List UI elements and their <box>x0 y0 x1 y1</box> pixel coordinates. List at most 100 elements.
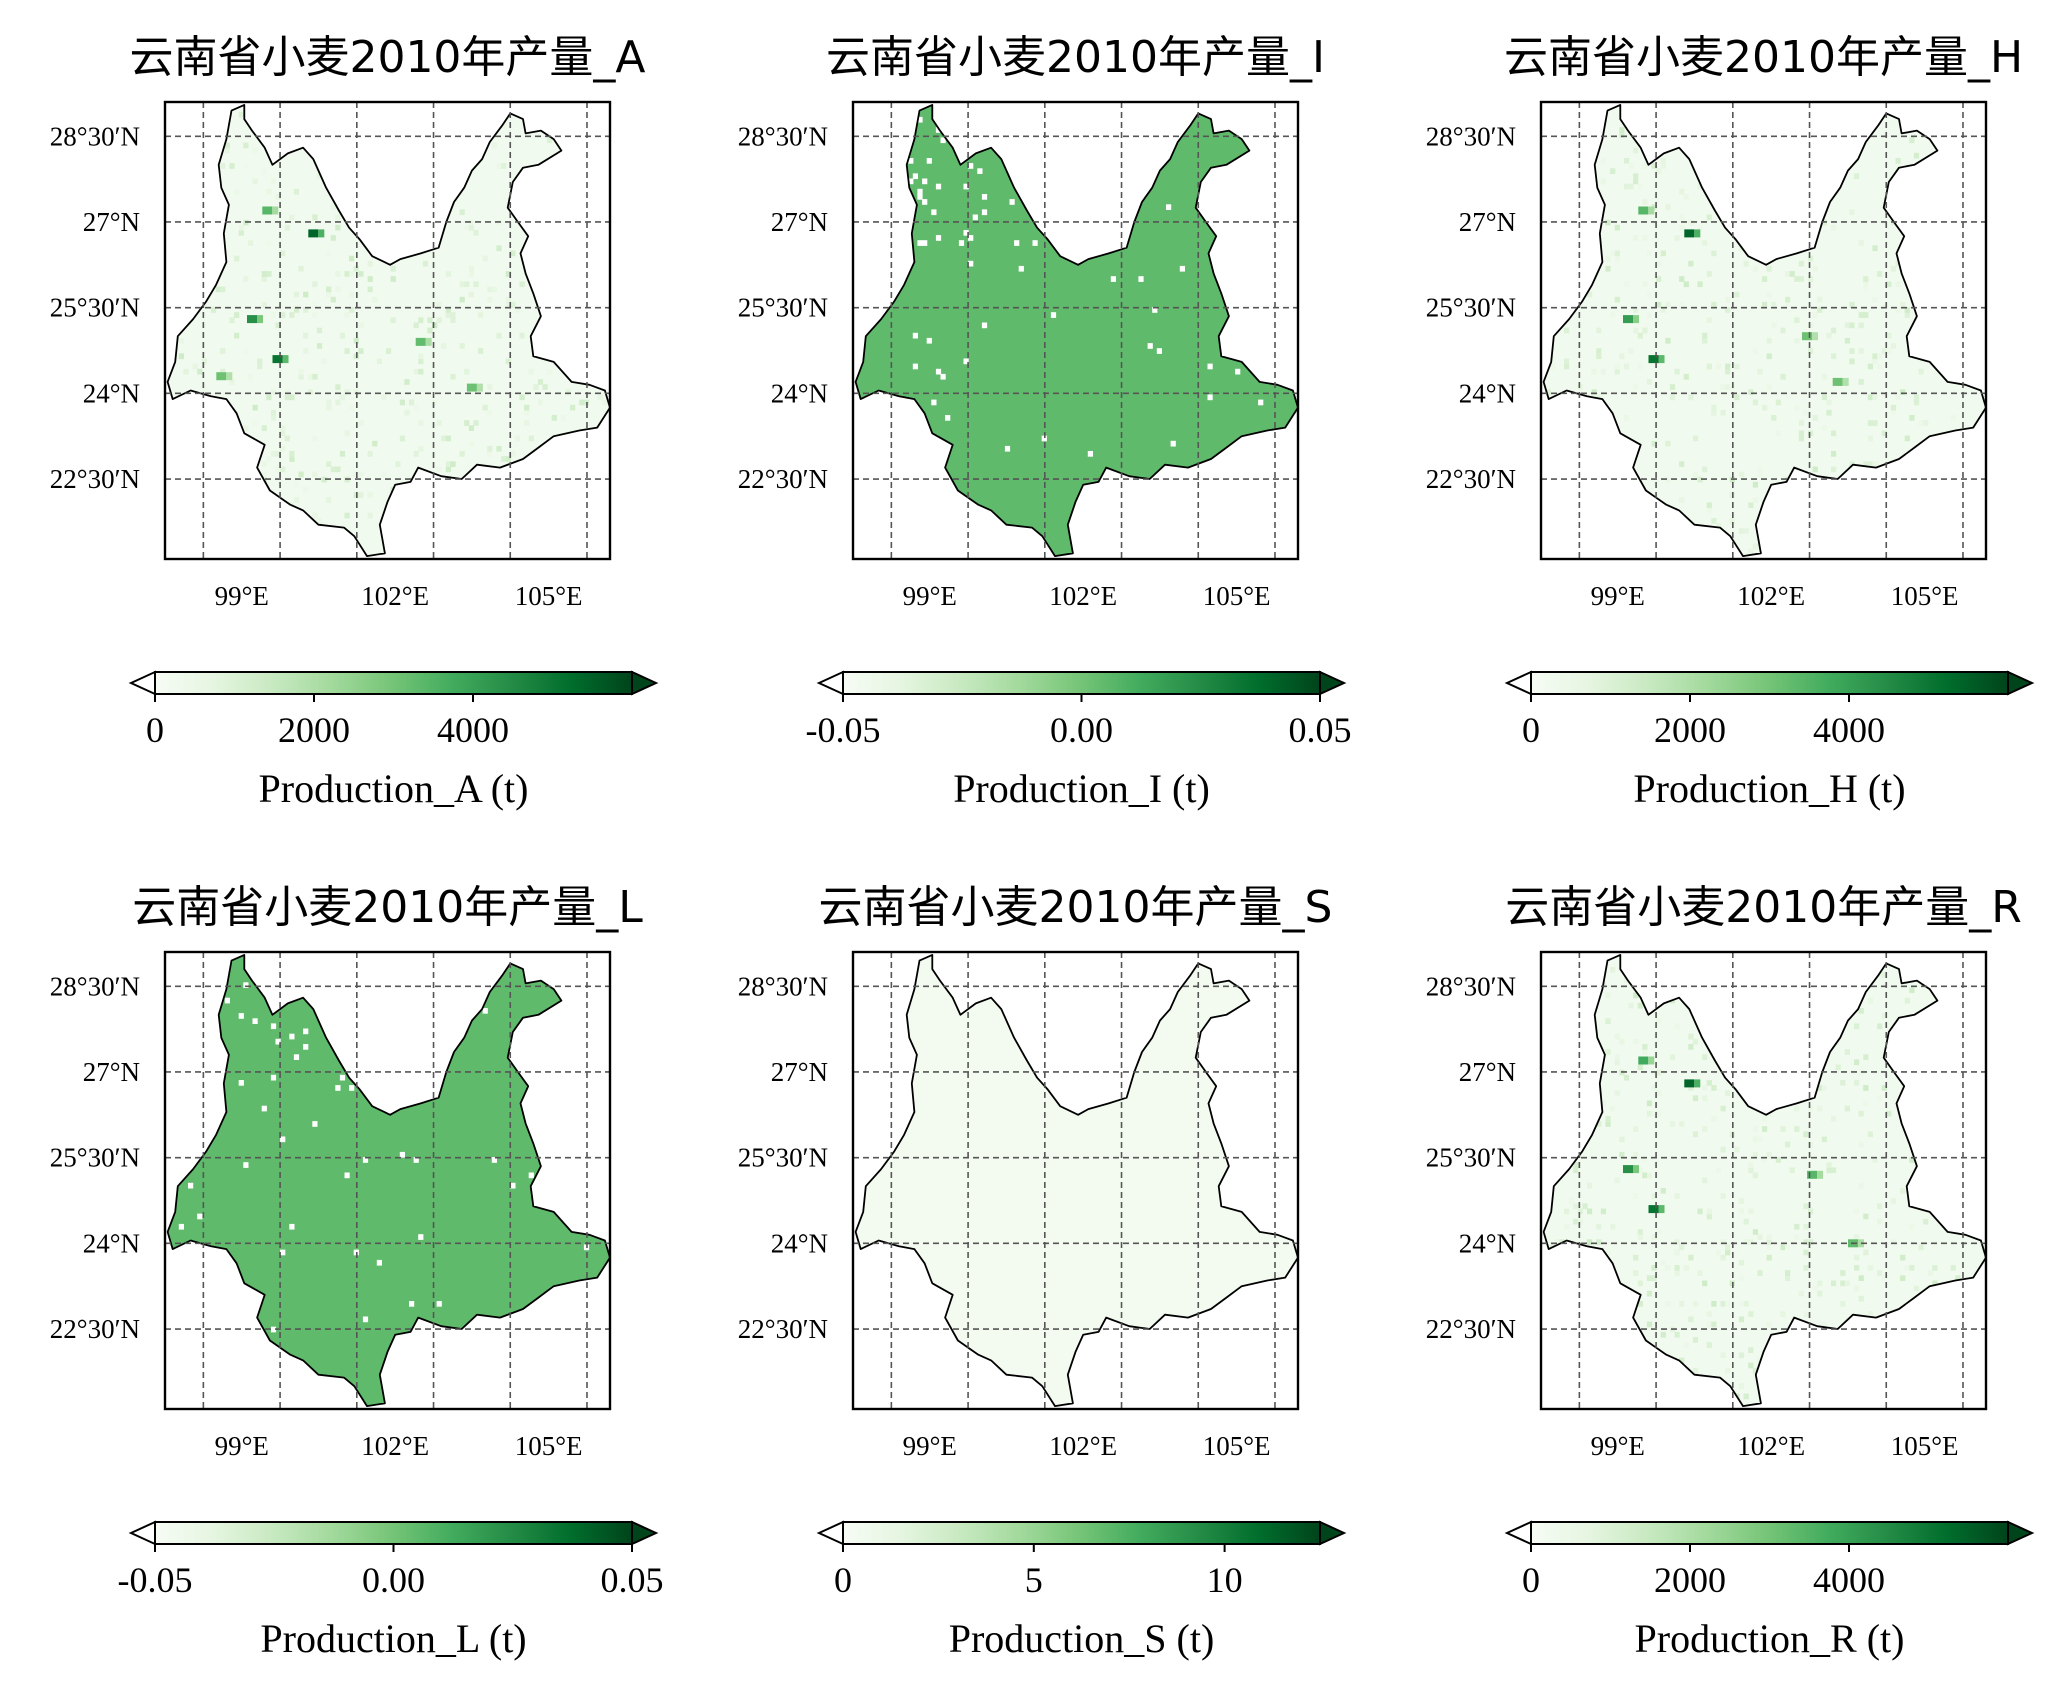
axes-frame <box>1539 100 1988 561</box>
raster-cell <box>335 286 341 293</box>
raster-cell <box>1660 1187 1666 1194</box>
raster-cell <box>1757 466 1763 473</box>
raster-cell <box>349 307 355 313</box>
raster-cell <box>1738 528 1745 534</box>
raster-cell <box>1877 353 1883 360</box>
raster-cell <box>459 451 465 457</box>
raster-cell <box>1867 1311 1873 1317</box>
production-hotspot <box>466 383 477 392</box>
raster-cell <box>1950 1265 1956 1271</box>
raster-cell <box>224 997 230 1004</box>
raster-cell <box>935 235 942 241</box>
raster-cell <box>1775 1157 1781 1163</box>
lon-tick-label: 102°E <box>1737 581 1805 611</box>
raster-cell <box>312 471 318 478</box>
raster-cell <box>1628 163 1634 169</box>
raster-cell <box>1702 332 1708 339</box>
raster-cell <box>1646 1100 1653 1107</box>
raster-cell <box>381 394 387 401</box>
raster-cell <box>1166 204 1172 210</box>
colorbar-min-extend <box>128 670 156 696</box>
raster-cell <box>243 425 249 431</box>
raster-cell <box>441 343 447 349</box>
raster-cell <box>275 1038 281 1045</box>
raster-cell <box>220 368 226 375</box>
raster-cell <box>510 1182 516 1189</box>
raster-cell <box>1720 1352 1726 1359</box>
production-hotspot <box>257 315 263 324</box>
raster-cell <box>316 173 323 180</box>
raster-cell <box>1844 322 1850 329</box>
colorbar-tick-label: -0.05 <box>806 710 881 750</box>
raster-cell <box>1821 394 1827 401</box>
raster-cell <box>1596 327 1602 334</box>
raster-cell <box>968 163 974 169</box>
raster-cell <box>1766 353 1772 360</box>
raster-cell <box>183 368 189 375</box>
raster-cell <box>266 188 272 195</box>
production-hotspot <box>308 229 319 238</box>
raster-cell <box>917 194 923 200</box>
raster-cell <box>473 420 479 426</box>
raster-cell <box>1637 1234 1643 1240</box>
map-panel-s: 云南省小麦2010年产量_S 99°E 102°E 105°E 28°30′N 27°N 2… <box>738 882 1347 1661</box>
raster-cell <box>1808 1208 1814 1215</box>
raster-cell <box>981 194 988 200</box>
raster-cell <box>547 137 553 144</box>
raster-cell <box>330 296 336 303</box>
raster-cell <box>1738 1259 1745 1266</box>
raster-cell <box>1614 250 1620 257</box>
raster-cell <box>1706 363 1712 370</box>
lat-tick-label: 22°30′N <box>50 1314 140 1344</box>
raster-cell <box>1812 312 1818 318</box>
raster-cell <box>1711 1301 1717 1307</box>
raster-cell <box>339 1074 346 1081</box>
raster-cell <box>935 183 942 190</box>
colorbar-gradient <box>842 671 1321 695</box>
raster-cell <box>1748 1311 1754 1317</box>
raster-cell <box>473 281 479 288</box>
raster-cell <box>1665 204 1671 210</box>
raster-cell <box>418 1234 424 1240</box>
raster-cell <box>1794 1105 1800 1112</box>
raster-cell <box>1614 1059 1620 1066</box>
raster-cell <box>1858 1110 1864 1117</box>
raster-cell <box>468 425 474 431</box>
raster-cell <box>1785 1270 1791 1276</box>
raster-cell <box>1711 301 1717 308</box>
raster-cell <box>1734 394 1740 401</box>
lon-tick-label: 102°E <box>361 1431 429 1461</box>
raster-cell <box>926 337 932 344</box>
raster-cell <box>1757 1234 1763 1240</box>
raster-cell <box>1849 358 1855 365</box>
raster-cell <box>468 271 474 277</box>
raster-cell <box>1669 1121 1676 1127</box>
raster-cell <box>1628 183 1634 190</box>
production-hotspot <box>1648 206 1655 215</box>
raster-cell <box>358 322 364 329</box>
raster-cell <box>1895 281 1901 288</box>
raster-cell <box>1637 1167 1643 1174</box>
raster-cell <box>1665 1301 1671 1307</box>
raster-cell <box>1545 389 1551 395</box>
raster-cell <box>289 451 295 457</box>
raster-cell <box>307 389 313 395</box>
raster-cell <box>1692 1337 1699 1343</box>
raster-cell <box>1637 1002 1643 1009</box>
raster-cell <box>427 327 433 334</box>
raster-cell <box>1785 394 1791 401</box>
raster-cell <box>1863 281 1869 288</box>
raster-cell <box>1808 1239 1814 1245</box>
raster-cell <box>1697 1270 1703 1276</box>
raster-cell <box>1642 199 1648 205</box>
raster-cell <box>528 368 534 375</box>
lat-tick-label: 22°30′N <box>738 464 828 494</box>
colorbar-tick-label: 0.00 <box>362 1560 425 1600</box>
raster-cell <box>289 1033 295 1040</box>
raster-cell <box>1656 301 1662 308</box>
raster-cell <box>298 368 304 375</box>
raster-cell <box>1651 440 1657 447</box>
raster-cell <box>197 368 203 375</box>
raster-cell <box>247 240 254 246</box>
